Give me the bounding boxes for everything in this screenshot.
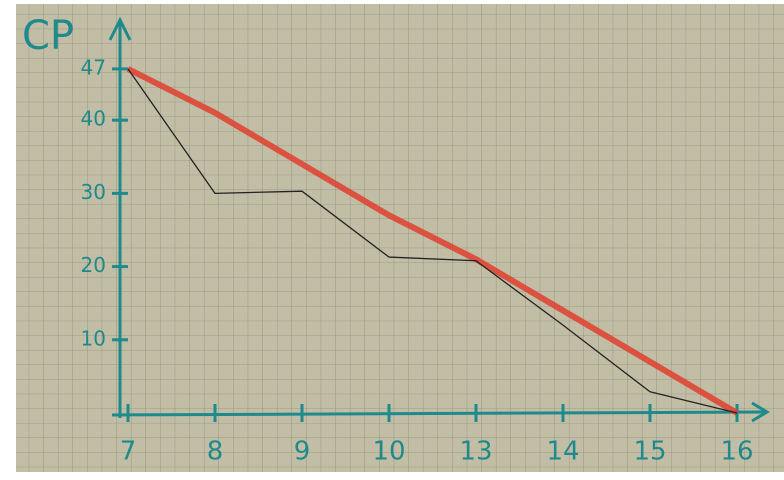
- y-axis-arrow: [108, 16, 132, 41]
- y-tick-label: 20: [81, 253, 106, 277]
- x-tick-label: 9: [294, 437, 311, 467]
- x-tick-label: 10: [372, 437, 405, 467]
- x-tick-label: 15: [633, 437, 666, 467]
- x-tick-label: 8: [207, 437, 224, 467]
- y-axis-title: CP: [22, 13, 74, 59]
- y-tick-label: 10: [81, 326, 106, 350]
- x-tick-label: 14: [546, 437, 579, 467]
- y-tick-label: 30: [81, 180, 106, 204]
- series-line: [127, 68, 738, 414]
- x-axis-arrow: [751, 401, 770, 423]
- y-tick-label: 47: [81, 55, 106, 79]
- x-axis: [111, 410, 766, 417]
- y-tick-label: 40: [81, 107, 106, 131]
- x-tick-label: 13: [459, 437, 492, 467]
- series-line: [126, 66, 739, 416]
- paper-grid: [16, 4, 784, 472]
- x-tick-label: 7: [120, 437, 137, 467]
- x-tick-label: 16: [720, 437, 753, 467]
